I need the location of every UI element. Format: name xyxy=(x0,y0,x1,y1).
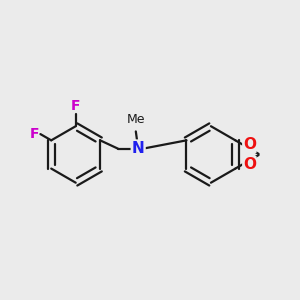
Text: F: F xyxy=(71,99,80,113)
Text: F: F xyxy=(29,127,39,141)
Text: O: O xyxy=(243,157,256,172)
Text: Me: Me xyxy=(127,113,145,126)
Text: O: O xyxy=(243,137,256,152)
Text: N: N xyxy=(132,141,145,156)
